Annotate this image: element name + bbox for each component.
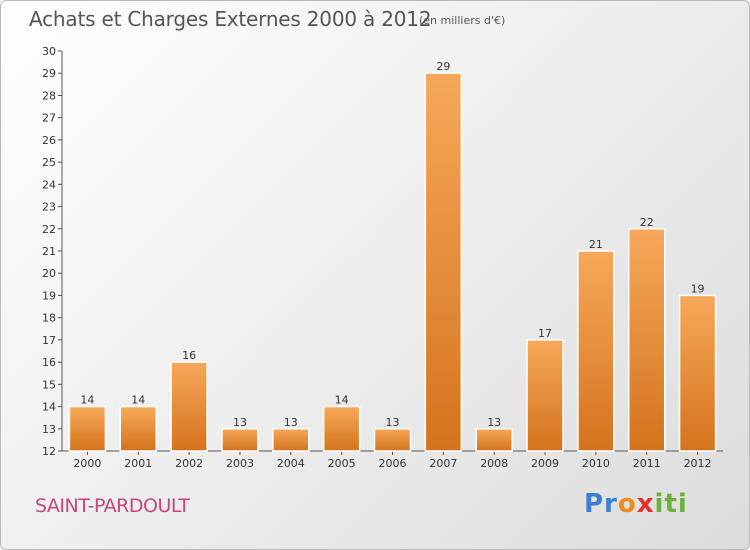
x-tick-label: 2012: [684, 457, 712, 470]
y-tick-label: 22: [42, 223, 56, 236]
y-tick-label: 15: [42, 378, 56, 391]
chart-subtitle: (en milliers d'€): [419, 14, 506, 27]
bar-value-label: 19: [691, 282, 705, 295]
x-tick-label: 2007: [429, 457, 457, 470]
bar-value-label: 13: [487, 416, 501, 429]
y-tick-label: 24: [42, 178, 56, 191]
logo-part-1: Pr: [584, 489, 618, 519]
bar: [475, 428, 513, 452]
y-tick-label: 17: [42, 334, 56, 347]
y-tick-label: 21: [42, 245, 56, 258]
x-tick-label: 2004: [277, 457, 305, 470]
bar-value-label: 13: [233, 416, 247, 429]
logo-part-3: x: [636, 489, 655, 519]
bar: [272, 428, 310, 452]
y-axis: 12 13 14 15 16 17 18 19 20 21 22 23 24 25 26 27 28 29 30: [42, 45, 63, 458]
y-tick-label: 20: [42, 267, 56, 280]
y-tick-label: 13: [42, 423, 56, 436]
chart-title: Achats et Charges Externes 2000 à 2012: [29, 7, 432, 31]
bar: [221, 428, 259, 452]
y-tick-label: 19: [42, 289, 56, 302]
x-tick-label: 2006: [379, 457, 407, 470]
x-tick-label: 2001: [124, 457, 152, 470]
bar-value-label: 13: [284, 416, 298, 429]
bar-value-label: 14: [80, 394, 94, 407]
y-tick-label: 18: [42, 312, 56, 325]
bar-value-label: 16: [182, 349, 196, 362]
x-tick-label: 2002: [175, 457, 203, 470]
bar: [678, 294, 717, 452]
x-tick-label: 2010: [582, 457, 610, 470]
y-tick-label: 16: [42, 356, 56, 369]
y-tick-label: 26: [42, 134, 56, 147]
bar-value-label: 22: [640, 216, 654, 229]
y-tick-label: 30: [42, 45, 56, 58]
bar-value-label: 14: [335, 394, 349, 407]
bar: [170, 361, 208, 452]
logo-part-2: o: [617, 489, 637, 519]
y-tick-label: 27: [42, 112, 56, 125]
y-tick-label: 12: [42, 445, 56, 458]
bar-value-label: 21: [589, 238, 603, 251]
y-tick-label: 25: [42, 156, 56, 169]
bar: [627, 228, 666, 452]
bar: [526, 339, 564, 452]
bar-value-label: 17: [538, 327, 552, 340]
bar-value-label: 14: [131, 394, 145, 407]
x-tick-label: 2008: [480, 457, 508, 470]
bar: [119, 405, 158, 452]
commune-name: SAINT-PARDOULT: [35, 495, 190, 517]
x-axis: 2000 2001 2002 2003 2004 2005 2006 2007 2008 2009…: [62, 450, 723, 470]
bars: [68, 72, 717, 452]
logo-part-4: iti: [654, 489, 688, 519]
bar-value-label: 13: [386, 416, 400, 429]
bar: [322, 405, 361, 452]
bar: [373, 428, 412, 452]
x-tick-label: 2000: [73, 457, 101, 470]
y-tick-label: 23: [42, 201, 56, 214]
y-tick-label: 14: [42, 401, 56, 414]
x-tick-label: 2003: [226, 457, 254, 470]
data-labels: 14 14 16 13 13 14 13 29 13 17 21 22 19: [80, 60, 704, 429]
bar: [68, 405, 107, 452]
x-tick-label: 2009: [531, 457, 559, 470]
y-tick-label: 28: [42, 89, 56, 102]
x-tick-label: 2011: [633, 457, 661, 470]
proxiti-logo: Proxiti: [584, 489, 688, 519]
bar: [424, 72, 463, 452]
bar-value-label: 29: [436, 60, 450, 73]
bar: [577, 250, 615, 452]
x-tick-label: 2005: [328, 457, 356, 470]
y-tick-label: 29: [42, 67, 56, 80]
